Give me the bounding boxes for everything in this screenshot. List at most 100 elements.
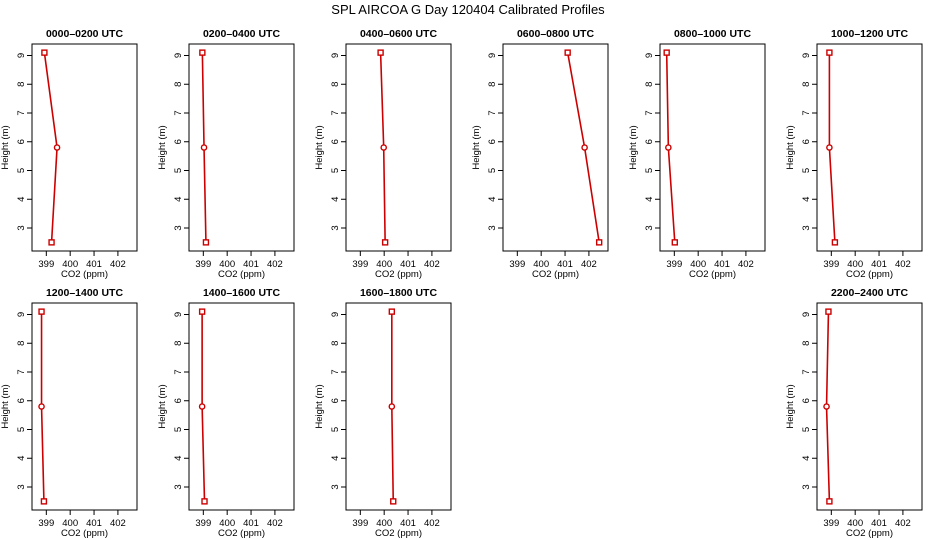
y-tick-label: 5 (330, 168, 341, 173)
y-tick-label: 7 (173, 110, 184, 115)
y-tick-label: 7 (330, 369, 341, 374)
y-tick-label: 6 (173, 398, 184, 403)
y-tick-label: 3 (173, 484, 184, 489)
y-axis-label: Height (m) (628, 125, 639, 169)
y-tick-label: 8 (330, 82, 341, 87)
y-tick-label: 3 (330, 484, 341, 489)
data-point (826, 144, 833, 151)
x-tick-label: 400 (376, 259, 392, 270)
panel-title: 2200–2400 UTC (831, 287, 908, 299)
y-tick-label: 8 (173, 341, 184, 346)
data-point (831, 239, 839, 246)
y-tick-label: 8 (16, 82, 27, 87)
y-tick-label: 7 (173, 369, 184, 374)
x-axis-label: CO2 (ppm) (375, 269, 422, 280)
data-point (198, 308, 206, 315)
y-tick-label: 9 (173, 312, 184, 317)
y-tick-label: 6 (16, 398, 27, 403)
x-axis-label: CO2 (ppm) (689, 269, 736, 280)
data-point (53, 144, 61, 151)
y-tick-label: 7 (644, 110, 655, 115)
x-tick-label: 402 (424, 259, 440, 270)
y-tick-label: 7 (801, 110, 812, 115)
y-tick-label: 4 (330, 456, 341, 461)
x-tick-label: 402 (110, 518, 126, 529)
x-tick-label: 401 (243, 518, 259, 529)
panel-title: 0400–0600 UTC (360, 28, 437, 40)
y-tick-label: 7 (16, 110, 27, 115)
x-axis-label: CO2 (ppm) (61, 528, 108, 539)
data-point (581, 144, 588, 151)
data-point (826, 498, 833, 505)
profile-panel: 0400–0600 UTC 399 400 401 402 3 4 5 6 7 8 9 CO2 (ppm… (314, 28, 452, 280)
y-tick-label: 5 (487, 168, 498, 173)
y-tick-label: 3 (801, 484, 812, 489)
profile-panel: 1000–1200 UTC 399 400 401 402 3 4 5 6 7 8 9 CO2 (ppm… (785, 28, 923, 280)
data-point (377, 49, 384, 56)
plot-frame (345, 43, 452, 252)
y-axis-label: Height (m) (314, 125, 325, 169)
x-tick-label: 399 (352, 259, 368, 270)
x-tick-label: 399 (823, 259, 839, 270)
plot-frame (502, 43, 609, 252)
y-tick-label: 8 (801, 341, 812, 346)
x-axis-label: CO2 (ppm) (375, 528, 422, 539)
data-point (40, 498, 48, 505)
y-axis-label: Height (m) (785, 125, 796, 169)
x-axis-label: CO2 (ppm) (218, 528, 265, 539)
x-tick-label: 401 (871, 518, 887, 529)
y-tick-label: 7 (330, 110, 341, 115)
x-tick-label: 401 (871, 259, 887, 270)
data-point (202, 239, 210, 246)
panel-title: 0600–0800 UTC (517, 28, 594, 40)
x-tick-label: 401 (86, 518, 102, 529)
data-point (381, 239, 389, 246)
y-tick-label: 5 (173, 168, 184, 173)
x-tick-label: 402 (738, 259, 754, 270)
y-tick-label: 4 (644, 197, 655, 202)
y-tick-label: 3 (644, 225, 655, 230)
data-point (41, 49, 48, 56)
y-tick-label: 9 (16, 53, 27, 58)
y-tick-label: 9 (801, 53, 812, 58)
y-tick-label: 6 (801, 398, 812, 403)
y-tick-label: 4 (801, 197, 812, 202)
y-tick-label: 9 (330, 312, 341, 317)
y-tick-label: 3 (801, 225, 812, 230)
data-point (388, 308, 396, 315)
panel-title: 0200–0400 UTC (203, 28, 280, 40)
x-tick-label: 402 (895, 518, 911, 529)
profile-panel: 0600–0800 UTC 399 400 401 402 3 4 5 6 7 8 9 CO2 (ppm… (471, 28, 609, 280)
x-axis-label: CO2 (ppm) (846, 528, 893, 539)
y-tick-label: 5 (801, 427, 812, 432)
y-tick-label: 6 (801, 139, 812, 144)
profile-panel: 1600–1800 UTC 399 400 401 402 3 4 5 6 7 8 9 CO2 (ppm… (314, 287, 452, 539)
y-tick-label: 3 (487, 225, 498, 230)
y-tick-label: 6 (644, 139, 655, 144)
x-tick-label: 402 (581, 259, 597, 270)
x-tick-label: 401 (400, 259, 416, 270)
x-tick-label: 402 (267, 518, 283, 529)
y-tick-label: 3 (16, 484, 27, 489)
y-tick-label: 3 (16, 225, 27, 230)
profile-panel: 0800–1000 UTC 399 400 401 402 3 4 5 6 7 8 9 CO2 (ppm… (628, 28, 766, 280)
data-point (48, 239, 55, 246)
y-tick-label: 5 (173, 427, 184, 432)
x-tick-label: 401 (86, 259, 102, 270)
y-axis-label: Height (m) (785, 384, 796, 428)
y-tick-label: 4 (487, 197, 498, 202)
y-axis-label: Height (m) (0, 125, 11, 169)
y-tick-label: 9 (173, 53, 184, 58)
plot-frame (188, 302, 295, 511)
x-axis-label: CO2 (ppm) (532, 269, 579, 280)
y-tick-label: 9 (644, 53, 655, 58)
plot-frame (345, 302, 452, 511)
y-axis-label: Height (m) (314, 384, 325, 428)
y-tick-label: 4 (801, 456, 812, 461)
data-point (564, 49, 571, 56)
y-tick-label: 5 (330, 427, 341, 432)
x-tick-label: 401 (557, 259, 573, 270)
x-tick-label: 400 (62, 518, 78, 529)
panel-title: 1200–1400 UTC (46, 287, 123, 299)
y-axis-label: Height (m) (0, 384, 11, 428)
